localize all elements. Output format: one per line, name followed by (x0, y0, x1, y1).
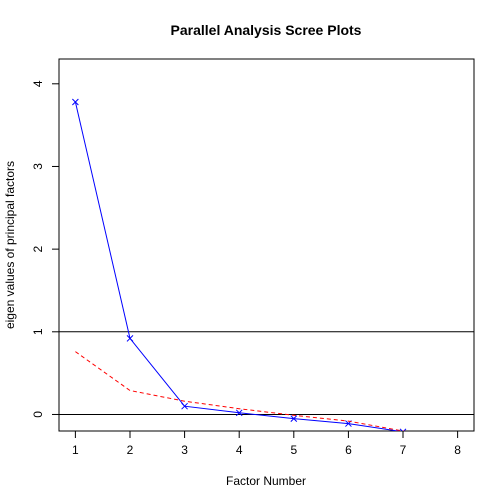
data-point (235, 409, 243, 417)
data-point (290, 415, 298, 422)
x-tick-label: 1 (72, 443, 79, 457)
y-tick-label: 2 (31, 245, 45, 252)
plot-frame (58, 58, 475, 432)
data-point (72, 98, 79, 106)
series-layer (72, 98, 407, 431)
y-tick-label: 1 (31, 328, 45, 335)
marker-stroke (399, 428, 403, 431)
x-tick-label: 4 (236, 443, 243, 457)
y-tick-label: 0 (31, 411, 45, 418)
y-tick-label: 4 (31, 80, 45, 87)
x-axis-label: Factor Number (226, 474, 306, 488)
chart-title: Parallel Analysis Scree Plots (171, 22, 362, 38)
x-tick-label: 6 (345, 443, 352, 457)
marker-stroke (290, 415, 298, 422)
y-tick-label: 3 (31, 163, 45, 170)
marker-stroke (181, 402, 188, 410)
x-tick-label: 5 (290, 443, 297, 457)
data-point (399, 428, 407, 431)
data-point (126, 335, 134, 342)
x-tick-label: 8 (454, 443, 461, 457)
x-tick-label: 7 (400, 443, 407, 457)
marker-stroke (72, 98, 79, 106)
marker-stroke (235, 409, 243, 417)
y-axis: 0 1 2 3 4 (31, 80, 59, 418)
data-point (181, 402, 188, 410)
x-tick-label: 3 (181, 443, 188, 457)
series-line-1 (75, 351, 406, 431)
x-tick-label: 2 (127, 443, 134, 457)
reference-lines (59, 331, 474, 415)
x-axis: 1 2 3 4 5 6 7 8 (72, 431, 461, 457)
series-line-0 (74, 101, 402, 431)
marker-stroke (126, 335, 134, 342)
y-axis-label: eigen values of principal factors (3, 161, 17, 329)
marker-stroke (403, 428, 407, 431)
